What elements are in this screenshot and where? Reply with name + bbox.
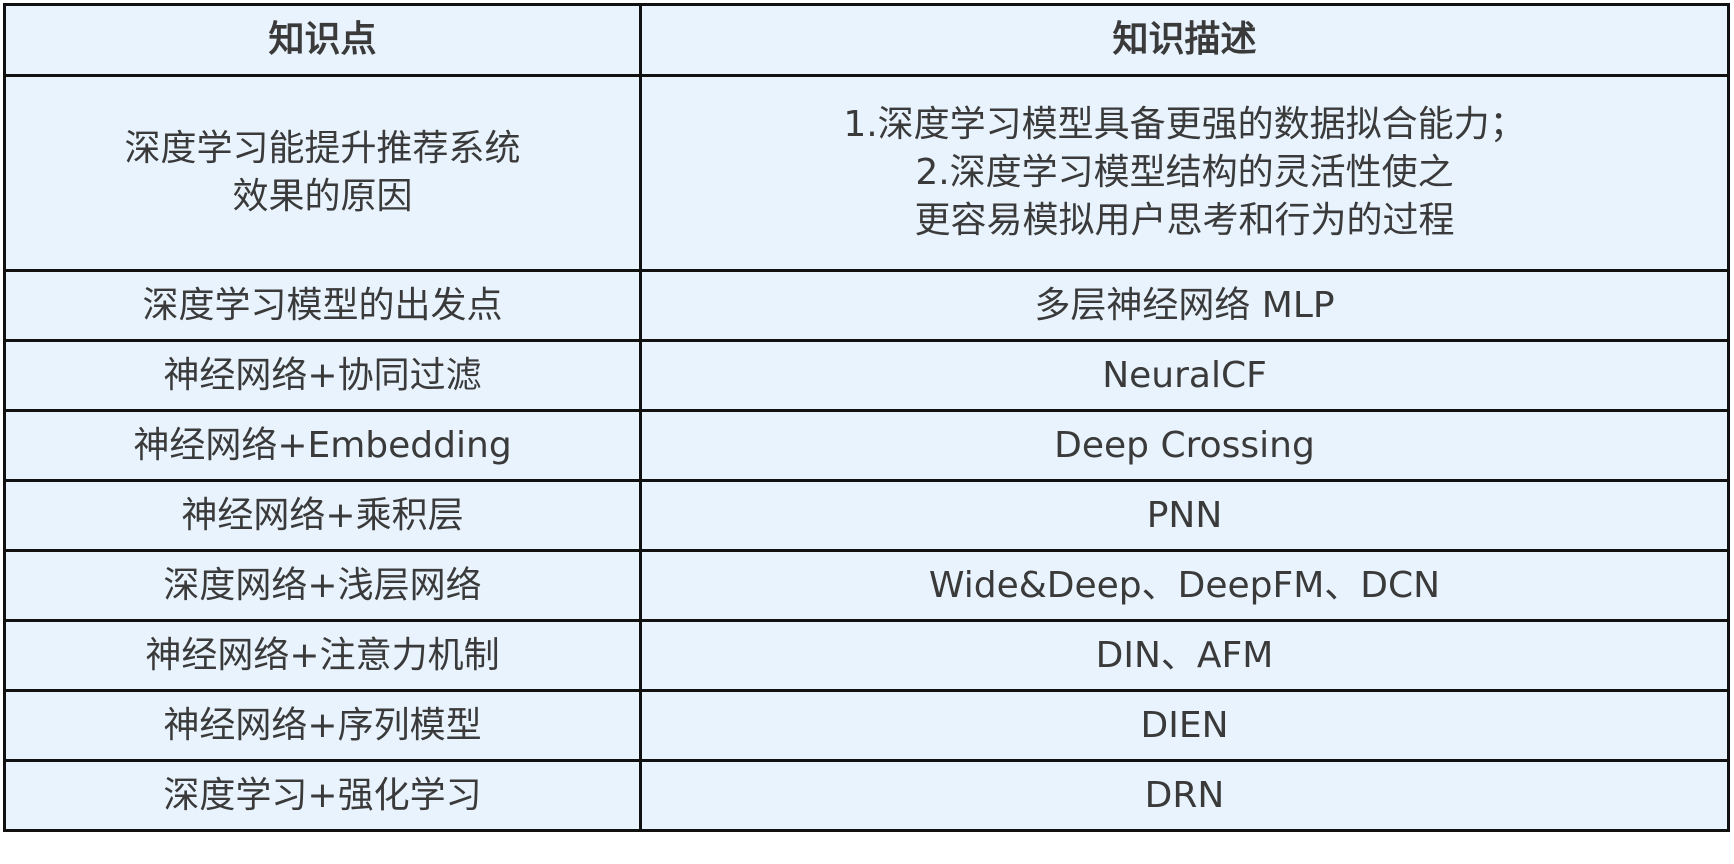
- knowledge-point-cell: 深度学习能提升推荐系统 效果的原因: [3, 74, 642, 272]
- table-row: 神经网络+协同过滤 NeuralCF: [3, 339, 1730, 412]
- knowledge-point-cell: 神经网络+注意力机制: [3, 619, 642, 692]
- cell-text-line: 多层神经网络 MLP: [1034, 284, 1335, 326]
- cell-text-line: PNN: [1146, 494, 1223, 536]
- knowledge-point-cell: 神经网络+乘积层: [3, 479, 642, 552]
- knowledge-description-cell: NeuralCF: [639, 339, 1730, 412]
- cell-text-line: 深度网络+浅层网络: [163, 564, 482, 606]
- cell-text-line: NeuralCF: [1102, 354, 1267, 396]
- cell-text-line: 深度学习能提升推荐系统: [124, 128, 521, 169]
- knowledge-point-cell: 深度学习模型的出发点: [3, 269, 642, 342]
- header-row: 知识点 知识描述: [3, 3, 1730, 77]
- cell-text-line: 神经网络+协同过滤: [163, 354, 482, 396]
- knowledge-description-cell: 1.深度学习模型具备更强的数据拟合能力； 2.深度学习模型结构的灵活性使之 更容易模…: [639, 74, 1730, 272]
- cell-text-line: 神经网络+Embedding: [133, 424, 512, 466]
- knowledge-point-cell: 深度学习+强化学习: [3, 759, 642, 832]
- knowledge-point-cell: 神经网络+协同过滤: [3, 339, 642, 412]
- knowledge-description-cell: DIN、AFM: [639, 619, 1730, 692]
- knowledge-description-cell: PNN: [639, 479, 1730, 552]
- table-row: 深度网络+浅层网络 Wide&Deep、DeepFM、DCN: [3, 549, 1730, 622]
- knowledge-description-cell: Deep Crossing: [639, 409, 1730, 482]
- table-row: 神经网络+乘积层 PNN: [3, 479, 1730, 552]
- knowledge-point-cell: 深度网络+浅层网络: [3, 549, 642, 622]
- cell-text-line: 深度学习模型的出发点: [142, 284, 503, 326]
- header-knowledge-point: 知识点: [3, 3, 642, 77]
- cell-text-line: 神经网络+序列模型: [163, 704, 482, 746]
- knowledge-point-cell: 神经网络+Embedding: [3, 409, 642, 482]
- table-row: 深度学习+强化学习 DRN: [3, 759, 1730, 832]
- table-row: 神经网络+Embedding Deep Crossing: [3, 409, 1730, 482]
- cell-text-line: DIN、AFM: [1095, 634, 1274, 676]
- cell-text-line: 神经网络+注意力机制: [145, 634, 500, 676]
- cell-text-line: 2.深度学习模型结构的灵活性使之: [915, 152, 1454, 193]
- table-row: 神经网络+序列模型 DIEN: [3, 689, 1730, 762]
- cell-text-line: DIEN: [1140, 704, 1229, 746]
- table-row: 深度学习模型的出发点 多层神经网络 MLP: [3, 269, 1730, 342]
- knowledge-description-cell: 多层神经网络 MLP: [639, 269, 1730, 342]
- header-knowledge-description: 知识描述: [639, 3, 1730, 77]
- table-row: 神经网络+注意力机制 DIN、AFM: [3, 619, 1730, 692]
- cell-text-line: 更容易模拟用户思考和行为的过程: [914, 200, 1455, 241]
- knowledge-point-cell: 神经网络+序列模型: [3, 689, 642, 762]
- knowledge-description-cell: DIEN: [639, 689, 1730, 762]
- cell-text-line: Deep Crossing: [1054, 424, 1315, 466]
- cell-text-line: 神经网络+乘积层: [181, 494, 464, 536]
- knowledge-description-cell: DRN: [639, 759, 1730, 832]
- cell-text-line: 1.深度学习模型具备更强的数据拟合能力；: [843, 104, 1526, 145]
- cell-text-line: 效果的原因: [232, 176, 413, 217]
- knowledge-description-cell: Wide&Deep、DeepFM、DCN: [639, 549, 1730, 622]
- cell-text-line: 深度学习+强化学习: [163, 774, 482, 816]
- cell-text-line: Wide&Deep、DeepFM、DCN: [928, 564, 1441, 606]
- knowledge-table: 知识点 知识描述 深度学习能提升推荐系统 效果的原因 1.深度学习模型具备更强的数据…: [3, 3, 1730, 832]
- table-row: 深度学习能提升推荐系统 效果的原因 1.深度学习模型具备更强的数据拟合能力； 2.深度…: [3, 74, 1730, 272]
- cell-text-line: DRN: [1144, 774, 1225, 816]
